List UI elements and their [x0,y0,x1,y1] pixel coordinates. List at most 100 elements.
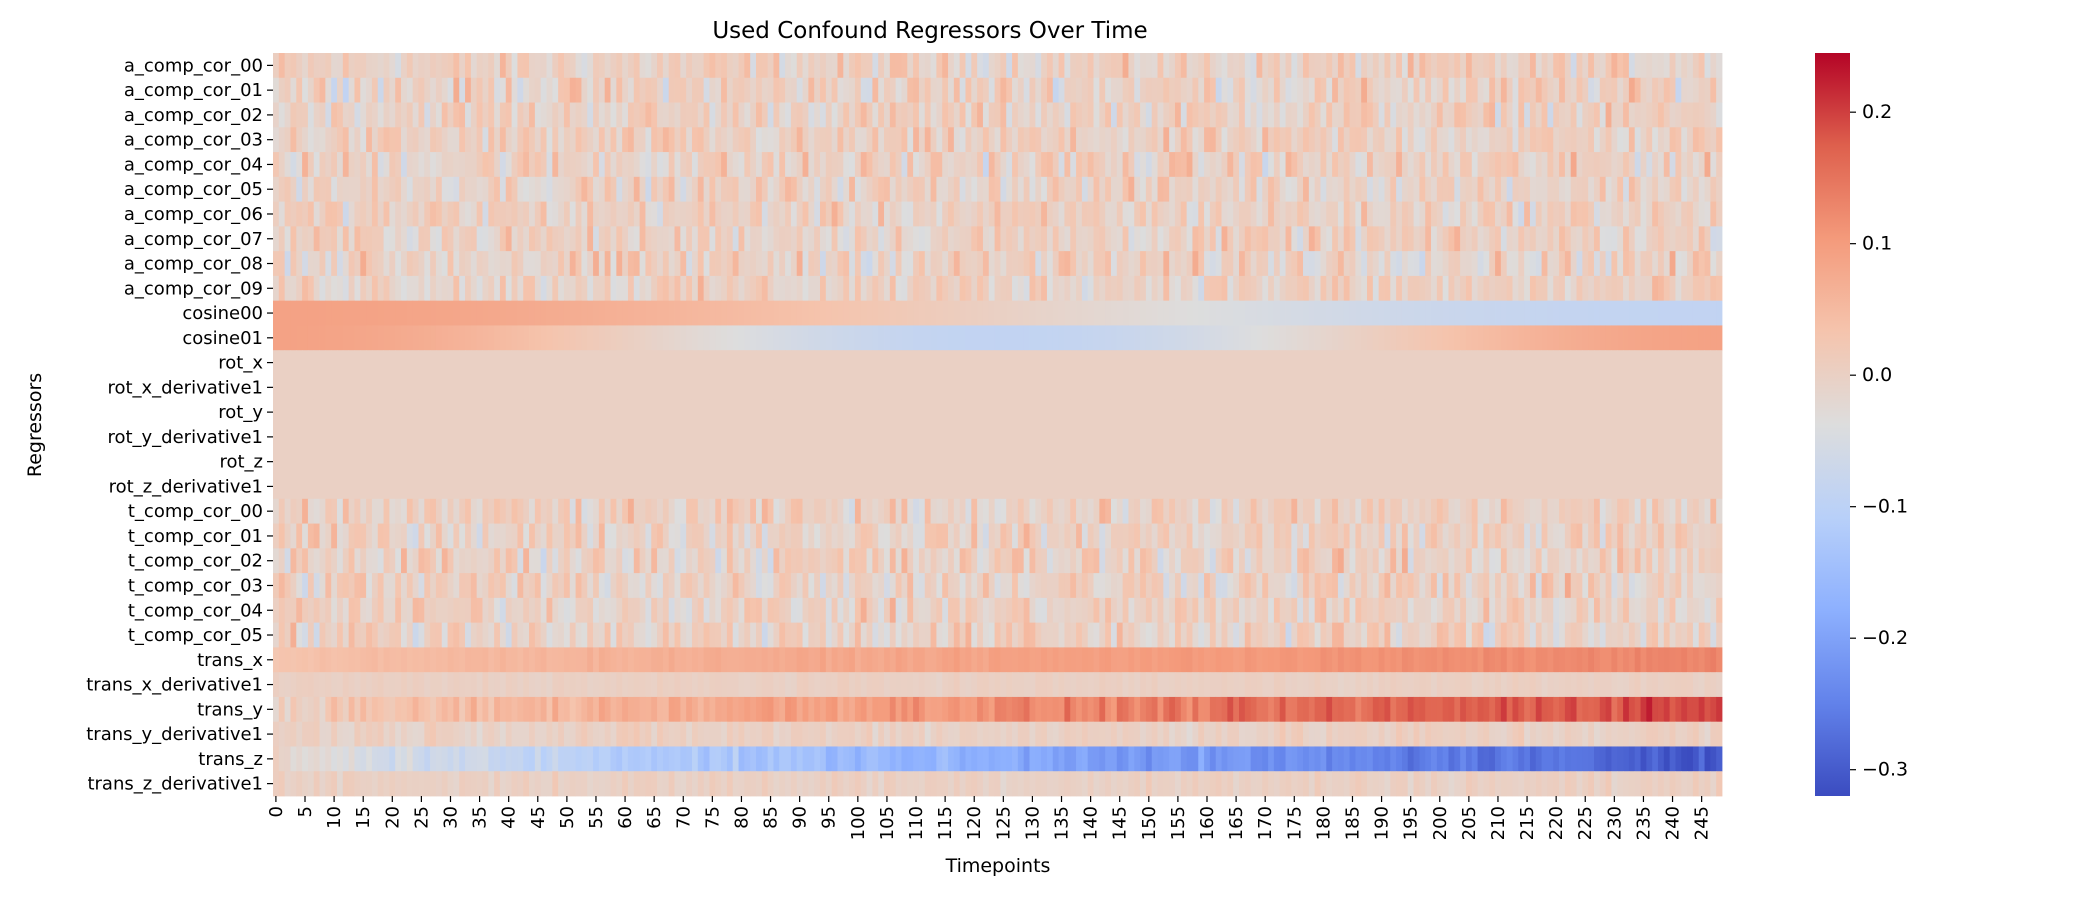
heatmap-cell [290,350,297,376]
heatmap-cell [802,77,809,103]
heatmap-cell [1465,53,1473,79]
heatmap-cell [1081,498,1089,524]
heatmap-cell [389,77,396,103]
heatmap-cell [325,201,332,227]
heatmap-cell [924,374,931,401]
heatmap-cell [1529,176,1537,202]
heatmap-cell [1425,449,1432,475]
heatmap-cell [1285,77,1292,103]
heatmap-cell [1006,176,1013,202]
heatmap-cell [1495,201,1502,227]
heatmap-cell [1239,399,1246,425]
heatmap-cell [825,300,833,326]
heatmap-cell [738,152,745,178]
heatmap-cell [558,449,565,475]
heatmap-cell [371,201,379,227]
heatmap-cell [401,300,408,326]
heatmap-cell [866,449,873,475]
heatmap-cell [1273,325,1281,351]
heatmap-cell [1221,152,1228,178]
heatmap-cell [424,275,431,302]
heatmap-cell [668,152,675,178]
heatmap-cell [1716,102,1723,128]
heatmap-cell [616,201,623,227]
heatmap-cell [1687,325,1694,351]
heatmap-cell [1710,102,1717,128]
heatmap-cell [1378,176,1385,202]
heatmap-cell [523,53,530,79]
heatmap-cell [1116,127,1124,153]
heatmap-cell [435,325,443,351]
heatmap-cell [779,474,786,500]
heatmap-cell [325,474,332,500]
heatmap-cell [843,374,850,401]
heatmap-cell [843,325,850,351]
heatmap-cell [1576,399,1583,425]
heatmap-cell [622,523,629,549]
heatmap-cell [1221,474,1228,500]
heatmap-cell [1471,226,1478,252]
heatmap-cell [680,498,687,524]
heatmap-cell [1401,300,1409,326]
heatmap-cell [994,300,1001,326]
heatmap-cell [1314,424,1321,450]
heatmap-cell [913,152,920,178]
heatmap-cell [878,300,885,326]
heatmap-cell [1506,300,1513,326]
heatmap-cell [319,399,326,425]
heatmap-cell [1326,374,1333,401]
heatmap-cell [1023,176,1030,202]
heatmap-cell [1174,374,1182,401]
heatmap-cell [1477,474,1484,500]
heatmap-cell [1384,300,1391,326]
heatmap-cell [1308,102,1316,128]
heatmap-cell [523,300,530,326]
heatmap-cell [1355,102,1362,128]
heatmap-cell [802,523,809,549]
heatmap-cell [546,176,553,202]
heatmap-cell [1041,474,1048,500]
heatmap-cell [1087,474,1094,500]
heatmap-cell [1192,77,1199,103]
heatmap-cell [1070,127,1077,153]
heatmap-cell [703,350,710,376]
heatmap-cell [639,300,646,326]
heatmap-cell [558,374,565,401]
heatmap-cell [1529,152,1537,178]
heatmap-cell [1128,399,1135,425]
heatmap-cell [668,102,675,128]
heatmap-cell [307,300,315,326]
heatmap-cell [1547,152,1554,178]
heatmap-cell [1436,350,1444,376]
heatmap-cell [1687,374,1694,401]
heatmap-cell [1215,152,1222,178]
heatmap-cell [552,176,559,202]
heatmap-cell [1291,449,1298,475]
heatmap-cell [645,498,652,524]
heatmap-cell [1256,523,1263,549]
heatmap-cell [482,152,489,178]
heatmap-cell [1367,201,1374,227]
heatmap-cell [982,325,990,351]
heatmap-cell [884,251,891,277]
heatmap-cell [1297,201,1304,227]
heatmap-cell [1495,474,1502,500]
heatmap-cell [1006,374,1013,401]
heatmap-cell [1023,275,1030,302]
heatmap-cell [1646,449,1653,475]
heatmap-cell [459,523,466,549]
heatmap-cell [1221,226,1228,252]
heatmap-cell [1110,77,1118,103]
heatmap-cell [1570,325,1577,351]
heatmap-cell [401,449,408,475]
heatmap-cell [1500,523,1508,549]
heatmap-cell [977,449,984,475]
heatmap-cell [668,449,675,475]
heatmap-cell [1262,498,1269,524]
heatmap-cell [697,226,705,252]
heatmap-cell [1046,77,1054,103]
heatmap-cell [360,399,367,425]
heatmap-cell [1145,350,1153,376]
heatmap-cell [1390,201,1397,227]
heatmap-cell [959,201,966,227]
